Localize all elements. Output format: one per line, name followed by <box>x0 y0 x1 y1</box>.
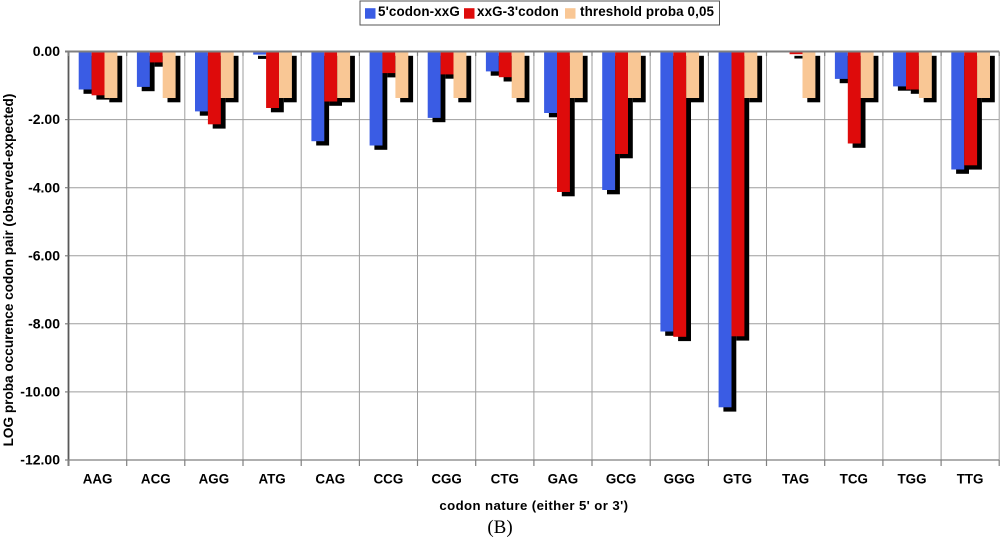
svg-text:GAG: GAG <box>548 472 579 487</box>
svg-text:AGG: AGG <box>199 472 230 487</box>
svg-text:AAG: AAG <box>83 472 113 487</box>
svg-text:-10.00: -10.00 <box>20 384 60 400</box>
svg-text:GCG: GCG <box>606 472 637 487</box>
svg-text:TGG: TGG <box>897 472 926 487</box>
svg-text:xxG-3'codon: xxG-3'codon <box>477 4 559 19</box>
svg-text:TAG: TAG <box>782 472 809 487</box>
svg-text:0.00: 0.00 <box>33 43 60 59</box>
svg-text:-2.00: -2.00 <box>28 111 60 127</box>
svg-text:CGG: CGG <box>431 472 462 487</box>
svg-text:CCG: CCG <box>374 472 404 487</box>
svg-text:GGG: GGG <box>664 472 695 487</box>
svg-text:ATG: ATG <box>258 472 285 487</box>
svg-text:ACG: ACG <box>141 472 171 487</box>
svg-text:TCG: TCG <box>840 472 868 487</box>
svg-text:(B): (B) <box>487 517 512 537</box>
svg-text:-6.00: -6.00 <box>28 247 60 263</box>
svg-text:LOG proba occurence codon pair: LOG proba occurence codon pair (observed… <box>1 94 16 447</box>
svg-text:CTG: CTG <box>491 472 519 487</box>
svg-text:codon nature (either 5' or 3'): codon nature (either 5' or 3') <box>439 498 628 513</box>
svg-text:CAG: CAG <box>315 472 345 487</box>
svg-text:threshold proba 0,05: threshold proba 0,05 <box>580 4 715 19</box>
svg-text:-4.00: -4.00 <box>28 179 60 195</box>
svg-text:-12.00: -12.00 <box>20 452 60 468</box>
svg-text:-8.00: -8.00 <box>28 315 60 331</box>
svg-text:GTG: GTG <box>723 472 752 487</box>
svg-text:5'codon-xxG: 5'codon-xxG <box>378 4 460 19</box>
svg-text:TTG: TTG <box>957 472 984 487</box>
